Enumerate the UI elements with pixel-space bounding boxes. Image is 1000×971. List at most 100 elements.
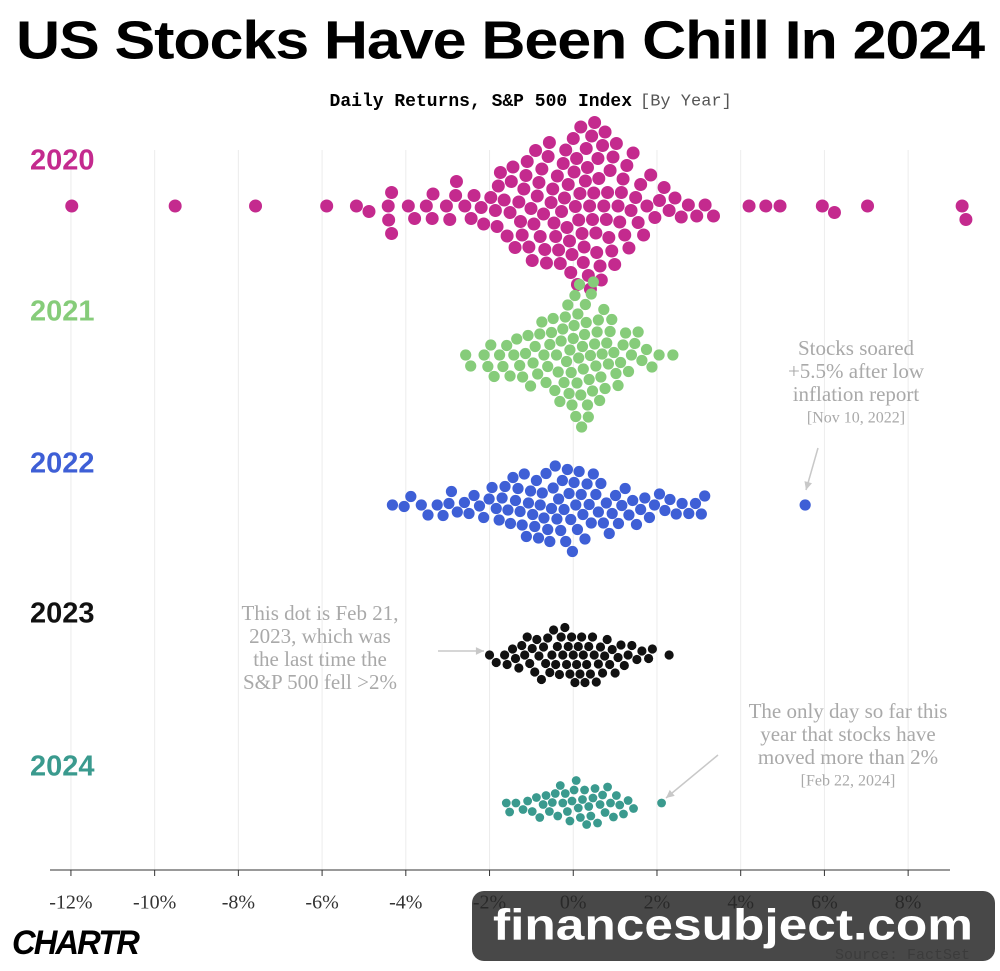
dot <box>606 798 615 808</box>
dot <box>611 199 625 213</box>
dot <box>550 349 563 361</box>
dot <box>491 657 501 668</box>
dot <box>575 669 585 679</box>
dot <box>585 288 597 300</box>
dot <box>558 798 568 808</box>
dot <box>573 187 587 200</box>
watermark: financesubject.com <box>493 901 973 950</box>
dot <box>575 227 589 240</box>
dot <box>522 497 535 509</box>
x-tick-label: -4% <box>389 892 422 914</box>
dot <box>556 157 570 170</box>
dot <box>585 129 599 143</box>
dot <box>560 535 572 548</box>
dot <box>505 807 515 817</box>
dot <box>590 246 604 259</box>
dot <box>547 216 561 230</box>
dot <box>594 394 606 407</box>
dot <box>422 509 434 521</box>
dot <box>541 658 551 669</box>
dot <box>473 500 486 512</box>
dot <box>538 800 548 809</box>
dot <box>467 189 481 202</box>
dot <box>569 289 581 302</box>
dot <box>541 150 555 163</box>
chart-subtitle: Daily Returns, S&P 500 Index <box>330 92 633 112</box>
dot <box>595 371 607 383</box>
dot <box>547 482 559 494</box>
dot <box>449 175 463 188</box>
dot <box>605 659 615 670</box>
dot <box>500 229 514 243</box>
dot <box>572 308 584 320</box>
dot <box>742 199 756 213</box>
watermark-bg <box>472 891 995 961</box>
dot <box>561 463 573 476</box>
dot <box>652 194 666 207</box>
dot <box>565 248 579 261</box>
dot <box>504 370 516 382</box>
dot <box>545 667 555 678</box>
dot <box>637 646 647 656</box>
dot <box>616 172 630 186</box>
dot <box>580 785 589 795</box>
series-label: 2020 <box>30 145 95 177</box>
dot <box>458 199 472 213</box>
dot <box>512 482 524 495</box>
dot <box>593 659 603 669</box>
dot <box>549 460 561 472</box>
dot <box>478 349 490 361</box>
dot <box>506 160 520 174</box>
dot <box>562 299 574 311</box>
dot <box>547 798 557 807</box>
dot <box>515 228 529 242</box>
series-label: 2022 <box>30 448 95 480</box>
dot <box>610 668 620 678</box>
dot <box>431 499 443 511</box>
dot <box>558 376 570 389</box>
dot <box>587 468 599 480</box>
dot <box>426 187 440 201</box>
dot <box>609 489 622 502</box>
dot <box>573 465 585 478</box>
series-label: 2023 <box>30 598 95 630</box>
dot <box>690 209 704 223</box>
dot <box>525 254 539 267</box>
dot <box>577 240 591 254</box>
dot <box>509 494 522 507</box>
dot <box>590 360 602 372</box>
dot <box>583 373 595 386</box>
annotation-arrow <box>665 754 719 799</box>
dot <box>527 807 537 816</box>
dot <box>635 503 647 516</box>
dot <box>584 641 594 652</box>
dot <box>648 499 661 511</box>
dot <box>577 632 587 642</box>
dot <box>612 517 625 530</box>
dot <box>591 326 603 338</box>
dot <box>520 530 532 543</box>
dot <box>529 520 541 533</box>
dot <box>517 371 529 383</box>
dot <box>547 312 559 325</box>
dot <box>614 186 628 199</box>
dot <box>527 357 539 369</box>
dot <box>674 210 688 224</box>
dot <box>535 813 545 822</box>
dot <box>529 340 541 353</box>
dot <box>567 165 581 179</box>
dot <box>529 144 543 157</box>
dot <box>598 303 610 316</box>
dot <box>587 186 601 200</box>
dot <box>597 517 609 529</box>
dot <box>502 504 514 516</box>
dot <box>591 152 605 165</box>
dot <box>576 421 588 433</box>
dot <box>544 196 558 209</box>
arrow-head <box>804 481 812 490</box>
dot <box>554 395 566 408</box>
dot <box>445 485 458 498</box>
dot <box>591 677 601 687</box>
dot <box>590 488 602 501</box>
